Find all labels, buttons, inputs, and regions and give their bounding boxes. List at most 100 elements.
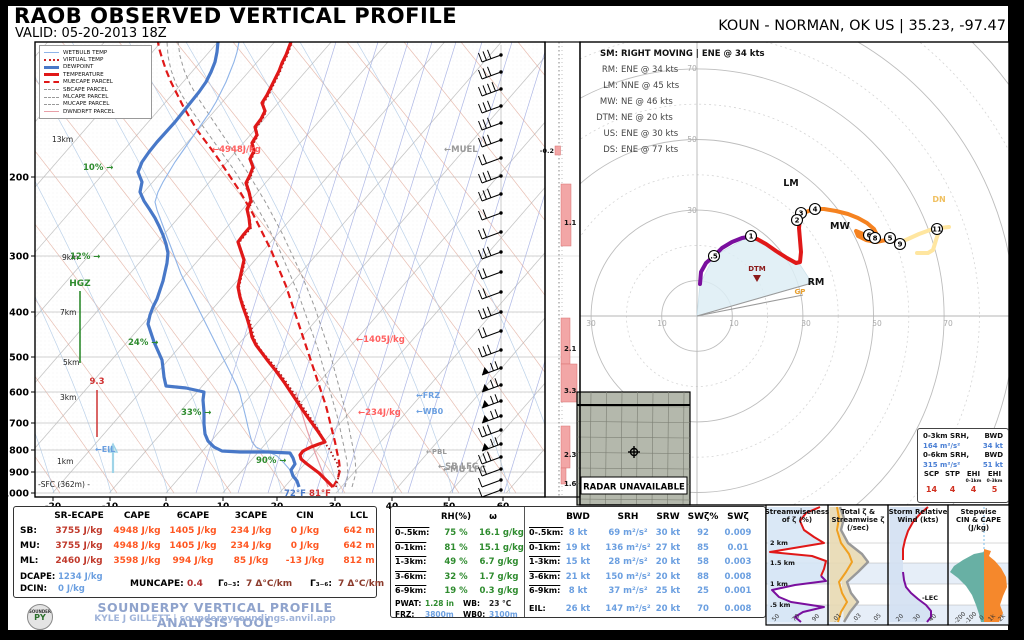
skewt-annotation: ←MUEL: [444, 145, 478, 155]
stepwise-cape-fill: [984, 549, 1007, 622]
skewt-annotation: ←SB LFC: [438, 462, 478, 472]
kinematics-value: 25 kt: [655, 586, 681, 596]
omega-bar-label: 3.3: [564, 387, 577, 395]
hodograph-label: LM: [783, 178, 799, 189]
kinematics-value: 26 kt: [565, 604, 591, 614]
omega-bar-label: 1.6: [564, 480, 577, 488]
panel-title: (/sec): [847, 524, 869, 532]
omega-bar: [560, 363, 578, 403]
kinematics-row-label: 6-9km:: [529, 586, 561, 595]
info-box-row: 0-3km SRH, BWD: [923, 432, 1003, 440]
station-label: KOUN - NORMAN, OK US | 35.23, -97.47: [718, 18, 1006, 34]
hodograph-label: DTM: [748, 265, 766, 273]
thermo-header: CAPE: [123, 511, 151, 521]
thermo-header: CIN: [296, 511, 314, 521]
legend-item: MLCAPE PARCEL: [44, 93, 147, 100]
kinematics-value: 0.01: [727, 542, 749, 553]
hodograph-label: DN: [932, 195, 945, 204]
storm-motion-row: MW: NE @ 46 kts: [599, 97, 673, 107]
skewt-annotation: 90% →: [256, 456, 286, 466]
svg-text:3: 3: [799, 210, 804, 218]
svg-text:1: 1: [749, 233, 754, 241]
stepwise-cin-fill: [950, 552, 984, 622]
legend-item: VIRTUAL TEMP: [44, 56, 147, 63]
storm-motion-block: SM: RIGHT MOVING | ENE @ 34 kts RM: ENE @ 3…: [591, 46, 765, 158]
svg-text:1km: 1km: [57, 457, 73, 466]
kinematics-value: 70: [697, 604, 709, 614]
kinematics-row-label: 0-1km:: [529, 542, 561, 552]
hodograph-km-marker: [790, 213, 804, 227]
srh-bwd-info-box: 0-3km SRH, BWD 164 m²/s² 34 kt 0-6km SRH, BWD…: [917, 428, 1009, 503]
omega-value: 6.7 g/kg: [479, 557, 519, 567]
gamma36-value: 7 Δ°C/km: [338, 579, 385, 589]
svg-text:2: 2: [795, 217, 800, 225]
hodograph-label: GP: [795, 288, 806, 296]
thermo-header: 3CAPE: [234, 511, 268, 521]
svg-text:-LEC: -LEC: [922, 594, 938, 602]
legend-item: MUCAPE PARCEL: [44, 101, 147, 108]
legend-item-label: TEMPERATURE: [63, 71, 104, 78]
skewt-annotation: ←PBL: [426, 448, 447, 456]
panel-title: Stepwise: [961, 508, 997, 516]
kinematics-value: 20 kt: [655, 557, 681, 567]
kinematics-value: 147 m²/s²: [605, 604, 651, 614]
frz-value: 3800m: [425, 610, 454, 619]
kinematics-value: 28 m²/s²: [608, 557, 648, 567]
hodograph-trace: [746, 216, 803, 265]
muncape-value: 0.4: [187, 579, 203, 589]
legend-item-label: DWNDRFT PARCEL: [63, 108, 115, 115]
svg-text:2 km: 2 km: [770, 539, 788, 547]
thermo-value: -13 J/kg: [285, 556, 325, 566]
panel-curve: [838, 506, 870, 623]
kinematics-value: 150 m²/s²: [605, 571, 651, 582]
omega-bar: [560, 425, 571, 469]
panel-title: Storm Relative: [889, 508, 948, 516]
info-box-row: 164 m²/s² 34 kt: [923, 441, 1003, 450]
kinematics-header: BWD: [566, 512, 590, 522]
svg-text:30: 30: [801, 319, 811, 328]
storm-motion-row: LM: NNE @ 45 kts: [603, 81, 680, 91]
svg-text:5: 5: [888, 235, 893, 243]
svg-text:20: 20: [895, 613, 905, 623]
storm-motion-row: US: ENE @ 30 kts: [603, 129, 679, 139]
hodograph-km-marker: [930, 222, 944, 236]
thermo-value: 994 J/kg: [172, 556, 214, 566]
kinematics-row-label: 1-3km:: [529, 557, 561, 566]
kinematics-value: 88: [697, 571, 709, 582]
kinematics-header: SWζ: [727, 512, 749, 522]
temperature-line: [236, 42, 335, 489]
rh-value: 19 %: [444, 586, 468, 596]
hodograph-km-marker: [883, 231, 897, 245]
omega-value: 0.3 g/kg: [479, 586, 519, 596]
svg-text:4: 4: [813, 206, 818, 214]
svg-text:3km: 3km: [60, 393, 76, 402]
table-divider: [524, 507, 525, 617]
thermo-value: 0 J/kg: [290, 526, 320, 536]
thermo-value: 3755 J/kg: [55, 541, 103, 551]
svg-text:600: 600: [9, 388, 29, 399]
omega-value: 15.1 g/kg: [479, 542, 524, 553]
dewpoint-line: [136, 42, 301, 488]
panel-title: Wind (kts): [897, 516, 938, 524]
kinematics-row-label: 3-6km:: [529, 571, 561, 581]
skewt-annotation: 9.3: [89, 377, 104, 387]
omega-bar: [560, 183, 572, 247]
thermo-header: LCL: [349, 511, 369, 521]
logo-top-text: SOUNDER: [28, 609, 51, 614]
kinematics-value: 8 kt: [568, 586, 588, 596]
legend-line-sample: [44, 103, 59, 105]
kinematics-value: 69 m²/s²: [608, 528, 648, 538]
rh-value: 75 %: [444, 528, 468, 538]
kinematics-value: 20 kt: [655, 604, 681, 614]
svg-text:1.5 km: 1.5 km: [770, 559, 795, 567]
svg-text:70: 70: [791, 613, 801, 623]
kinematics-value: 37 m²/s²: [608, 586, 648, 596]
svg-text:30: 30: [586, 319, 596, 328]
footer-author: KYLE J GILLETT | sounderpysoundings.anvi…: [94, 614, 336, 624]
svg-text:900: 900: [9, 468, 29, 479]
kinematics-value: 58: [697, 557, 709, 567]
dcin-value: 0 J/kg: [58, 584, 85, 594]
skewt-annotation: 24% →: [128, 338, 158, 348]
hodograph-label: MW: [830, 221, 850, 232]
